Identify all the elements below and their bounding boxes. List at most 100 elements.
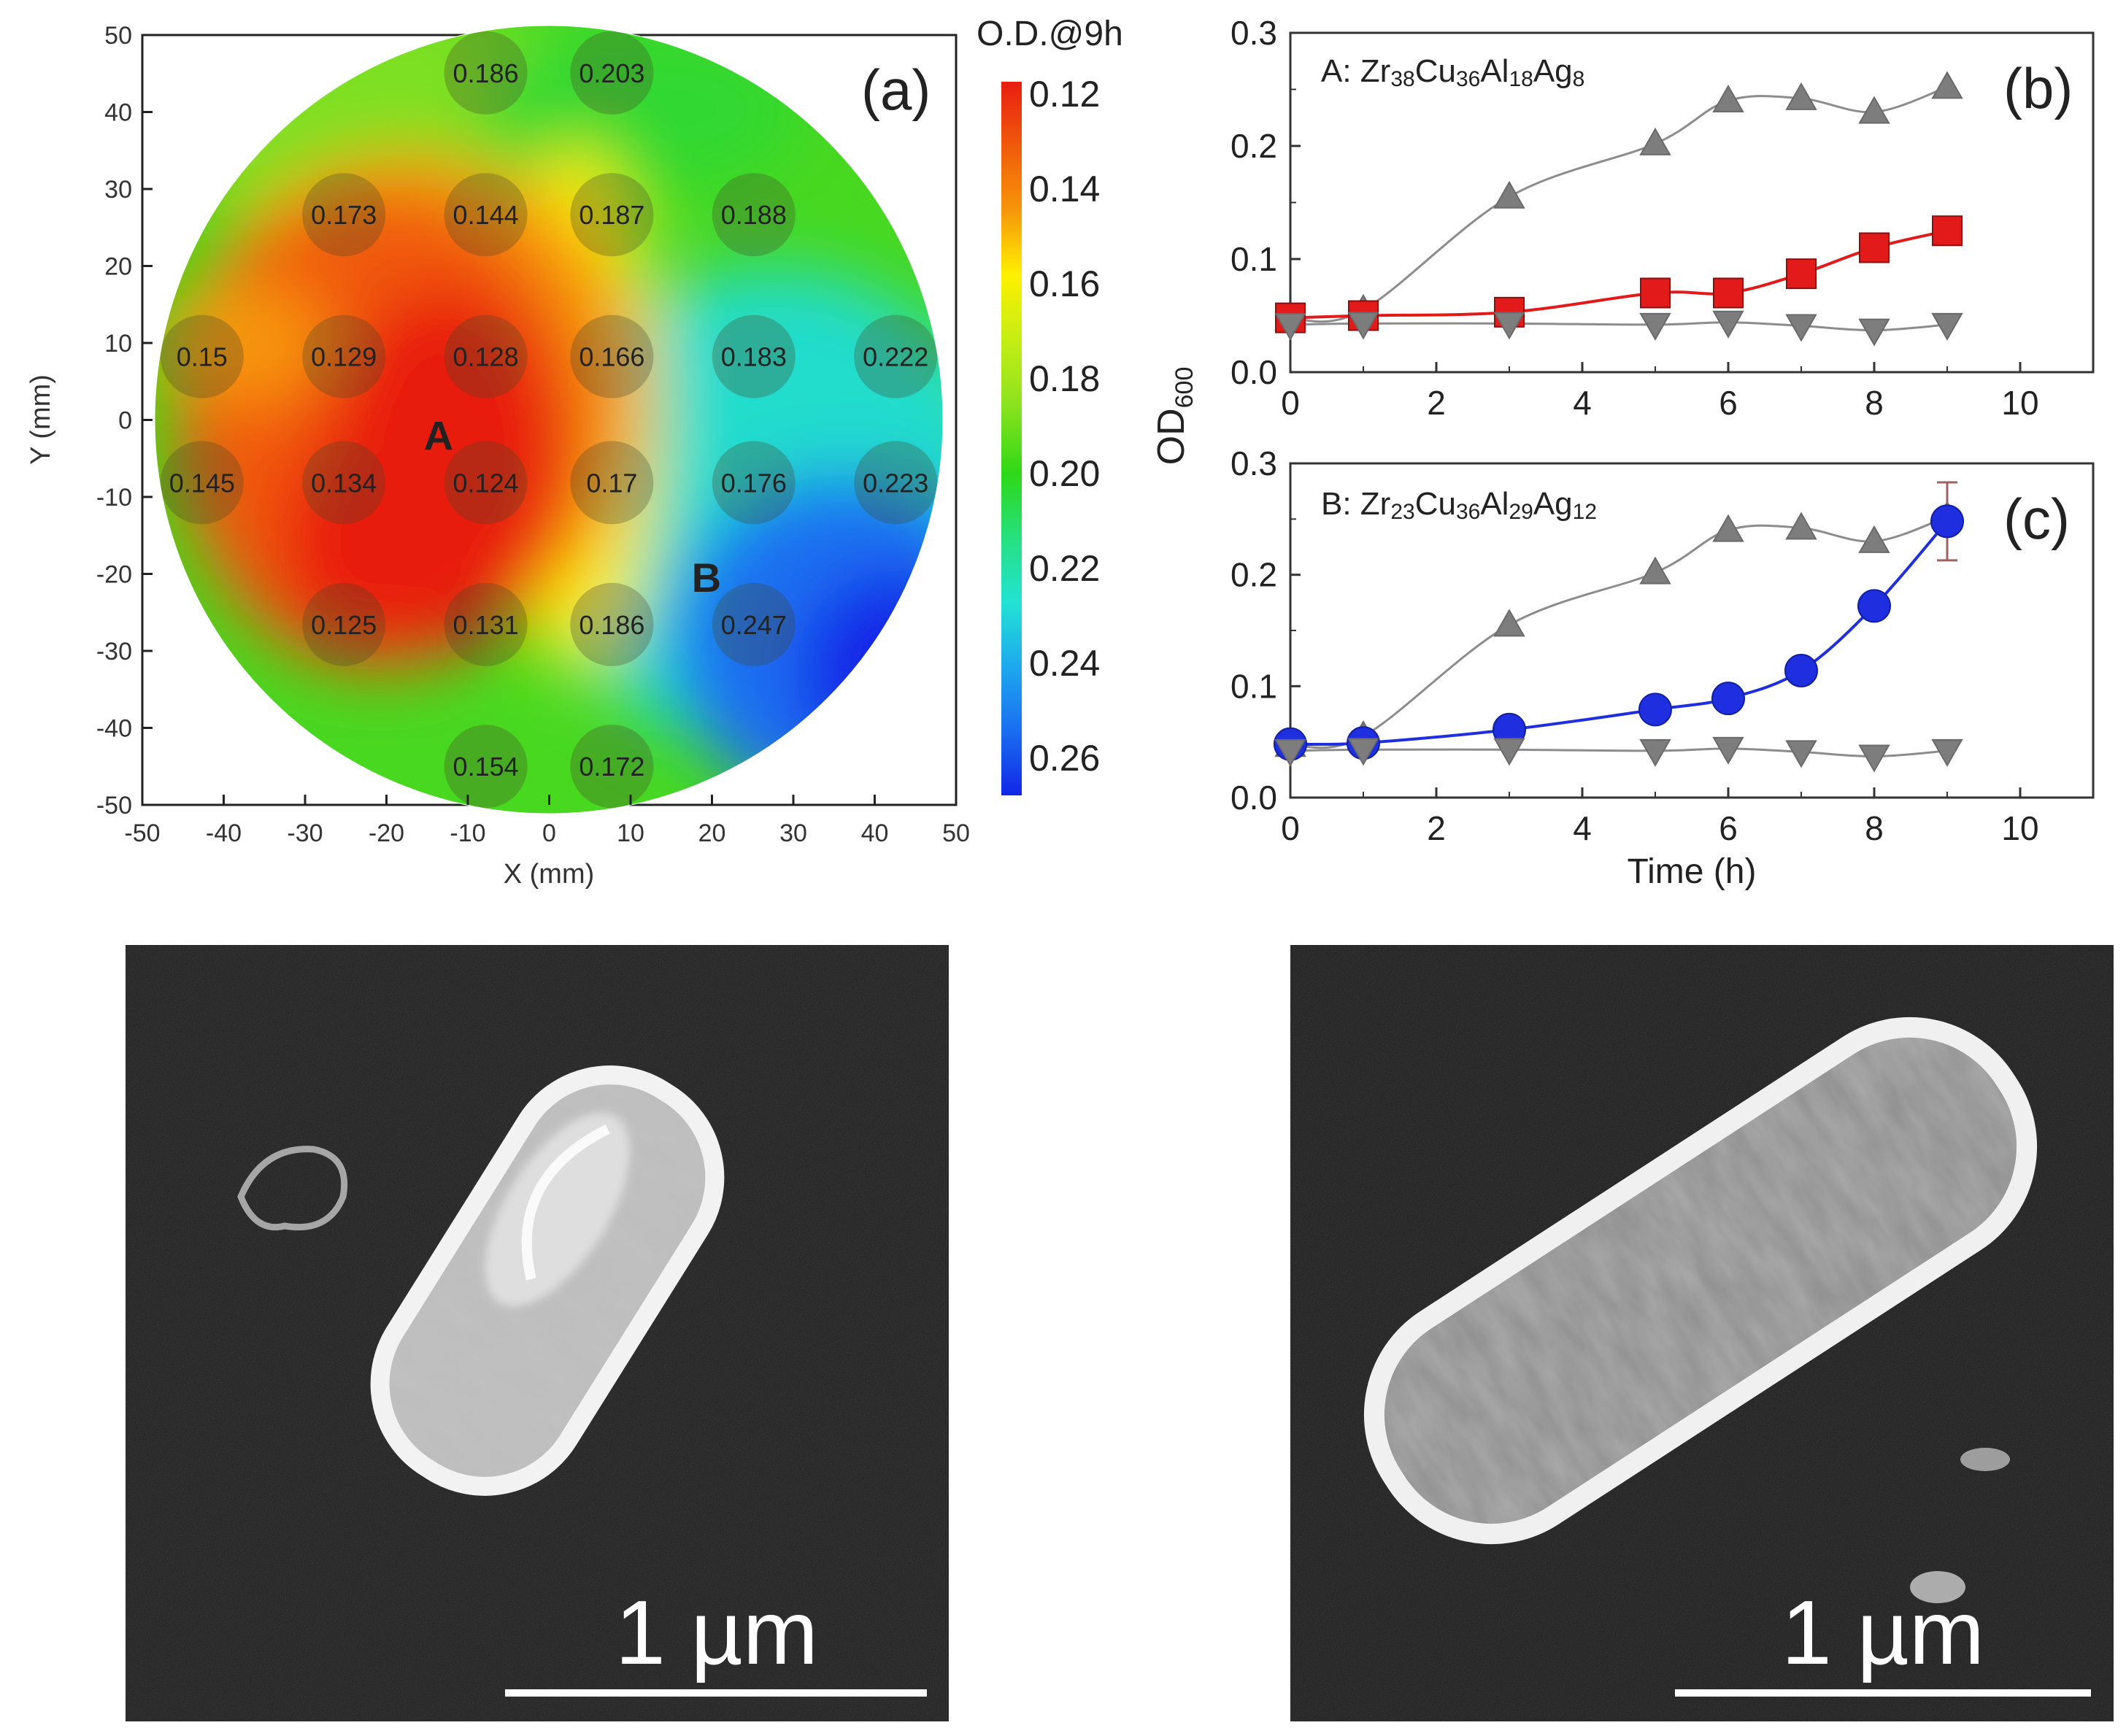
data-point-triangle-down bbox=[1493, 312, 1525, 340]
data-point-triangle-up bbox=[1785, 82, 1817, 110]
measurement-point-19 bbox=[444, 582, 528, 666]
panel-label-a: (a) bbox=[861, 58, 931, 122]
x-tick-label: 8 bbox=[1865, 384, 1884, 422]
region-label-A: A bbox=[424, 413, 453, 459]
data-point-circle bbox=[1857, 589, 1891, 623]
panel-label-b: (b) bbox=[2003, 56, 2073, 120]
measurement-value-13: 0.134 bbox=[311, 468, 377, 498]
heatmap-x-tick-label: -30 bbox=[287, 819, 323, 847]
od-main: OD bbox=[1150, 408, 1193, 465]
measurement-point-0 bbox=[444, 31, 528, 115]
debris-left bbox=[237, 1146, 348, 1231]
heatmap-y-tick-label: -50 bbox=[96, 792, 132, 819]
heatmap-x-tick-label: -20 bbox=[369, 819, 404, 847]
title-text: Al bbox=[1480, 53, 1509, 89]
data-point-triangle-up bbox=[1493, 609, 1525, 637]
heatmap-annotations: AB bbox=[424, 413, 722, 601]
title-subscript: 23 bbox=[1390, 500, 1414, 524]
heatmap-x-tick-label: -50 bbox=[124, 819, 160, 847]
plot-c-axes: 0 2 4 6 8 10 0.0 0.1 0.2 0.3 bbox=[1230, 444, 2094, 847]
data-point-triangle-up bbox=[1931, 71, 1963, 99]
data-point-triangle-down bbox=[1347, 312, 1379, 340]
plot-c-x-label: Time (h) bbox=[1628, 852, 1757, 891]
heatmap-panel: 0.186 0.203 0.173 0.144 0.187 0.188 0.15 0.129 0… bbox=[26, 22, 970, 890]
plot-c-series bbox=[1274, 481, 1964, 773]
title-subscript: 38 bbox=[1390, 67, 1414, 91]
heatmap-x-ticks: -50 -40 -30 -20 -10 0 10 20 30 40 50 bbox=[124, 795, 970, 847]
x-tick-label: 8 bbox=[1865, 809, 1884, 847]
heatmap-y-tick-label: 0 bbox=[118, 407, 132, 435]
title-subscript: 36 bbox=[1456, 500, 1480, 524]
measurement-value-15: 0.17 bbox=[586, 468, 637, 498]
measurement-point-16 bbox=[712, 441, 796, 525]
measurement-value-8: 0.128 bbox=[453, 342, 519, 372]
colorbar-tick-label: 0.22 bbox=[1029, 548, 1100, 589]
title-text: A: Zr bbox=[1321, 53, 1390, 89]
colorbar-tick-label: 0.14 bbox=[1029, 169, 1100, 209]
plot-c-title: B: Zr23Cu36Al29Ag12 bbox=[1321, 486, 1597, 524]
title-text: Ag bbox=[1533, 486, 1573, 522]
plot-b-axes: 0 2 4 6 8 10 0.0 0.1 0.2 0.3 bbox=[1230, 14, 2094, 422]
measurement-value-6: 0.15 bbox=[177, 342, 228, 372]
debris-right-2 bbox=[1910, 1571, 1965, 1603]
measurement-value-4: 0.187 bbox=[579, 200, 644, 230]
measurement-value-3: 0.144 bbox=[453, 200, 519, 230]
y-tick-label: 0.1 bbox=[1230, 240, 1277, 278]
data-point-triangle-down bbox=[1274, 738, 1306, 767]
measurement-point-13 bbox=[302, 441, 386, 525]
series-line-2 bbox=[1290, 321, 1948, 332]
heatmap-y-tick-label: 20 bbox=[104, 253, 132, 281]
measurement-point-6 bbox=[160, 315, 244, 398]
measurement-point-7 bbox=[302, 315, 386, 398]
x-tick-label: 0 bbox=[1281, 809, 1300, 847]
scale-label-right: 1 µm bbox=[1782, 1583, 1984, 1683]
measurement-value-22: 0.154 bbox=[453, 752, 519, 782]
plot-b-series bbox=[1274, 71, 1963, 347]
data-point-triangle-down bbox=[1712, 310, 1744, 339]
data-point-triangle-down bbox=[1639, 738, 1671, 767]
data-point-circle bbox=[1638, 693, 1672, 727]
measurement-value-10: 0.183 bbox=[721, 342, 787, 372]
measurement-value-16: 0.176 bbox=[721, 468, 787, 498]
y-tick-label: 0.2 bbox=[1230, 556, 1277, 594]
heatmap-y-label: Y (mm) bbox=[26, 374, 56, 465]
y-tick-label: 0.0 bbox=[1230, 353, 1277, 391]
scale-label-left: 1 µm bbox=[615, 1583, 818, 1683]
data-point-triangle-up bbox=[1712, 84, 1744, 112]
y-axis-label-od600: OD600 bbox=[1150, 367, 1198, 466]
series-line-0 bbox=[1290, 85, 1948, 323]
line-chart-b: 0 2 4 6 8 100.00.10.20.3 A: Zr38Cu36Al18Ag8 (… bbox=[1230, 14, 2095, 422]
measurement-points: 0.186 0.203 0.173 0.144 0.187 0.188 0.15 0.129 0… bbox=[160, 31, 938, 809]
colorbar-tick-label: 0.20 bbox=[1029, 453, 1100, 494]
measurement-point-8 bbox=[444, 315, 528, 398]
bacterium-cell-right bbox=[1363, 1016, 2038, 1545]
y-tick-label: 0.3 bbox=[1230, 444, 1277, 482]
line-chart-c: 0 2 4 6 8 100.00.10.20.3 B: Zr23Cu36Al29Ag12 … bbox=[1230, 444, 2095, 891]
measurement-point-21 bbox=[712, 582, 796, 666]
measurement-value-18: 0.125 bbox=[311, 610, 377, 640]
data-point-triangle-down bbox=[1347, 738, 1379, 766]
data-point-triangle-down bbox=[1931, 738, 1963, 767]
title-subscript: 18 bbox=[1509, 67, 1533, 91]
heatmap-x-tick-label: 0 bbox=[542, 819, 556, 847]
title-subscript: 36 bbox=[1456, 67, 1480, 91]
x-tick-label: 2 bbox=[1427, 384, 1446, 422]
data-point-triangle-down bbox=[1858, 318, 1890, 347]
measurement-point-22 bbox=[444, 725, 528, 809]
debris-right-1 bbox=[1960, 1448, 2010, 1471]
title-text: B: Zr bbox=[1321, 486, 1390, 522]
measurement-point-18 bbox=[302, 582, 386, 666]
data-point-triangle-up bbox=[1639, 127, 1671, 155]
x-tick-label: 2 bbox=[1427, 809, 1446, 847]
heatmap-x-tick-label: 50 bbox=[942, 819, 970, 847]
data-point-square bbox=[1640, 277, 1671, 309]
y-tick-label: 0.1 bbox=[1230, 667, 1277, 705]
measurement-point-9 bbox=[570, 315, 654, 398]
colorbar: O.D.@9h 0.12 0.14 0.16 0.18 0.20 0.22 0.24 0.26 bbox=[977, 15, 1123, 795]
data-point-circle bbox=[1784, 653, 1818, 687]
colorbar-tick-label: 0.12 bbox=[1029, 74, 1100, 115]
series-line-0 bbox=[1290, 515, 1948, 749]
series-line-2 bbox=[1290, 747, 1948, 758]
measurement-value-17: 0.223 bbox=[863, 468, 928, 498]
y-tick-label: 0.2 bbox=[1230, 127, 1277, 165]
